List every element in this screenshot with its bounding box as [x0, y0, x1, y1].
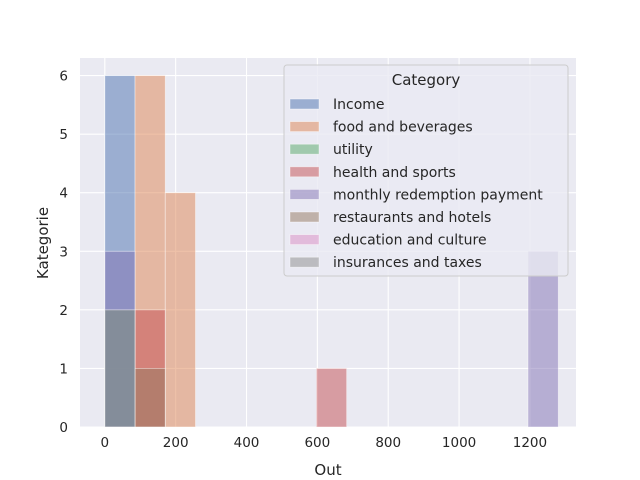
y-tick-label: 3: [59, 244, 68, 260]
legend-swatch: [289, 256, 320, 268]
legend-swatch: [289, 143, 320, 155]
bar: [134, 368, 166, 428]
y-tick-label: 2: [59, 303, 68, 319]
legend-swatch: [289, 211, 320, 223]
x-tick-labels: 0 200 400 600 800 1000 1200: [101, 435, 548, 451]
x-tick-label: 1000: [442, 435, 476, 451]
legend-title: Category: [392, 71, 461, 89]
legend-swatch: [289, 234, 320, 246]
legend-label: monthly redemption payment: [333, 187, 543, 203]
y-tick-label: 0: [59, 420, 68, 436]
legend-label: restaurants and hotels: [333, 210, 491, 226]
legend-box: [283, 64, 569, 277]
legend-swatch: [289, 166, 320, 178]
x-tick-label: 800: [375, 435, 401, 451]
y-tick-label: 4: [59, 186, 68, 202]
y-axis-label: Kategorie: [34, 207, 52, 279]
legend-label: education and culture: [333, 233, 487, 249]
y-tick-label: 1: [59, 361, 68, 377]
bars-layer: [104, 75, 559, 428]
x-tick-label: 400: [234, 435, 260, 451]
legend-swatch: [289, 98, 320, 110]
bar: [164, 192, 196, 428]
legend-swatch: [289, 121, 320, 132]
legend-label: insurances and taxes: [333, 255, 482, 271]
legend-label: Income: [333, 97, 385, 113]
y-tick-labels: 0 1 2 3 4 5 6: [59, 69, 68, 436]
x-tick-label: 200: [163, 435, 189, 451]
legend-items: Income food and beverages utility health an…: [289, 97, 543, 271]
legend: Category Income food and beverages utility…: [283, 64, 569, 277]
legend-swatch: [289, 188, 320, 200]
y-tick-label: 5: [59, 127, 68, 143]
y-tick-label: 6: [59, 69, 68, 85]
x-tick-label: 0: [101, 435, 110, 451]
legend-label: health and sports: [333, 165, 456, 181]
x-axis-label: Out: [314, 461, 341, 479]
bar: [316, 368, 348, 428]
x-tick-label: 600: [304, 435, 330, 451]
legend-label: utility: [333, 142, 373, 158]
bar: [527, 250, 559, 428]
legend-label: food and beverages: [333, 120, 473, 136]
x-tick-label: 1200: [513, 435, 547, 451]
bar: [104, 309, 136, 428]
